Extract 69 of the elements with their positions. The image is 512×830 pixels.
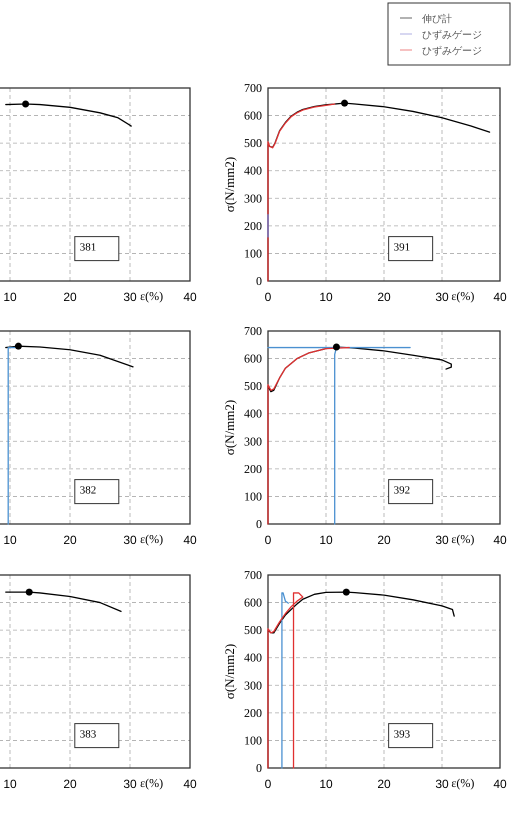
x-tick-label: 40 bbox=[493, 777, 507, 791]
y-tick-label: 300 bbox=[244, 678, 262, 692]
y-axis-title: σ(N/mm2) bbox=[222, 156, 237, 212]
y-tick-label: 100 bbox=[244, 489, 262, 504]
x-axis-title: ε(%) bbox=[140, 532, 164, 546]
x-tick-label: 20 bbox=[63, 290, 77, 304]
y-tick-label: 200 bbox=[244, 462, 262, 476]
x-tick-label: 20 bbox=[377, 290, 391, 304]
legend-label: ひずみゲージ bbox=[422, 29, 482, 41]
x-tick-label: 30 bbox=[435, 290, 449, 304]
y-tick-label: 300 bbox=[244, 434, 262, 448]
x-tick-label: 30 bbox=[435, 777, 449, 791]
y-tick-label: 400 bbox=[244, 164, 262, 178]
y-tick-label: 500 bbox=[244, 379, 262, 394]
x-axis-title: ε(%) bbox=[451, 289, 474, 303]
x-tick-label: 40 bbox=[183, 290, 197, 304]
y-tick-label: 400 bbox=[244, 406, 262, 421]
x-tick-label: 10 bbox=[319, 777, 333, 791]
annotation: 391 bbox=[394, 242, 410, 254]
y-tick-label: 0 bbox=[256, 274, 262, 288]
annotation: 392 bbox=[394, 484, 410, 497]
x-tick-label: 30 bbox=[435, 533, 449, 547]
x-tick-label: 20 bbox=[377, 777, 391, 791]
x-tick-label: 30 bbox=[123, 777, 137, 791]
x-tick-label: 40 bbox=[183, 533, 197, 547]
x-tick-label: 10 bbox=[3, 533, 17, 547]
y-tick-label: 500 bbox=[244, 136, 262, 150]
legend-label: 伸び計 bbox=[422, 13, 452, 25]
y-tick-label: 200 bbox=[244, 218, 262, 233]
x-tick-label: 40 bbox=[493, 533, 507, 547]
x-axis-title: ε(%) bbox=[451, 776, 474, 790]
x-tick-label: 40 bbox=[183, 777, 197, 791]
y-tick-label: 200 bbox=[244, 706, 262, 720]
x-tick-label: 30 bbox=[123, 290, 137, 304]
annotation: 393 bbox=[394, 728, 411, 741]
annotation: 383 bbox=[80, 728, 97, 741]
x-tick-label: 10 bbox=[319, 533, 333, 547]
x-axis-title: ε(%) bbox=[140, 776, 164, 790]
x-tick-label: 40 bbox=[493, 290, 507, 304]
y-tick-label: 0 bbox=[256, 517, 262, 531]
x-tick-label: 10 bbox=[319, 290, 333, 304]
y-axis-title: σ(N/mm2) bbox=[222, 400, 237, 456]
y-tick-label: 700 bbox=[244, 568, 262, 582]
legend-label: ひずみゲージ bbox=[422, 45, 482, 57]
y-tick-label: 300 bbox=[244, 191, 262, 206]
x-tick-label: 10 bbox=[3, 777, 17, 791]
x-axis-title: ε(%) bbox=[140, 289, 164, 303]
y-tick-label: 600 bbox=[244, 108, 262, 123]
x-tick-label: 20 bbox=[377, 533, 391, 547]
x-tick-label: 20 bbox=[63, 533, 77, 547]
y-axis-title: σ(N/mm2) bbox=[222, 644, 237, 700]
y-tick-label: 400 bbox=[244, 650, 262, 665]
y-tick-label: 700 bbox=[244, 324, 262, 338]
x-tick-label: 10 bbox=[3, 290, 17, 304]
y-tick-label: 600 bbox=[244, 352, 262, 366]
y-tick-label: 600 bbox=[244, 596, 262, 610]
y-tick-label: 100 bbox=[244, 246, 262, 260]
x-tick-label: 0 bbox=[264, 290, 272, 304]
x-tick-label: 30 bbox=[123, 533, 137, 547]
x-tick-label: 20 bbox=[63, 777, 77, 791]
annotation: 382 bbox=[80, 484, 96, 497]
x-axis-title: ε(%) bbox=[451, 532, 474, 546]
x-tick-label: 0 bbox=[264, 533, 272, 547]
y-tick-label: 0 bbox=[256, 761, 262, 775]
y-tick-label: 500 bbox=[244, 623, 262, 638]
annotation: 381 bbox=[80, 242, 96, 254]
y-tick-label: 700 bbox=[244, 81, 262, 95]
x-tick-label: 0 bbox=[264, 777, 272, 791]
y-tick-label: 100 bbox=[244, 733, 262, 748]
